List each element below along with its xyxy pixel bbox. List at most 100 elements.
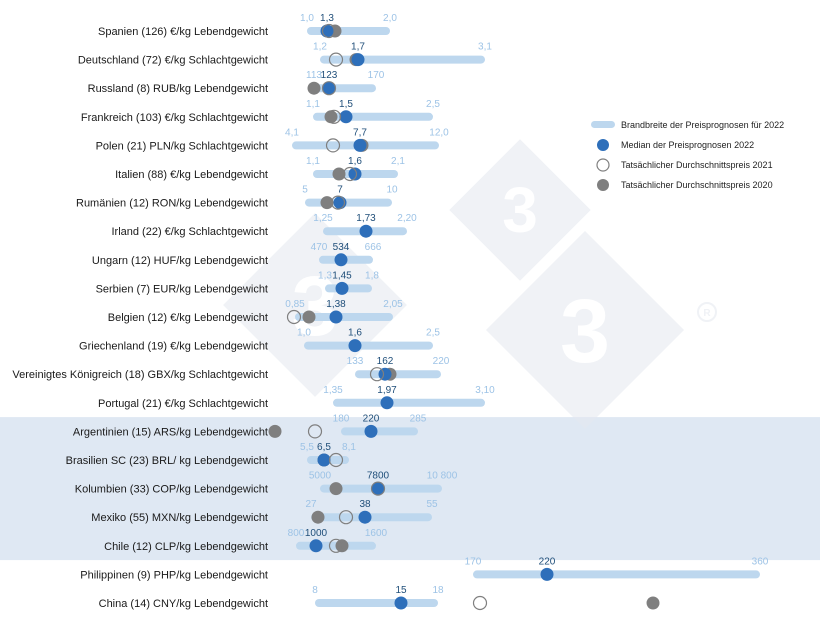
range-min-label: 470 bbox=[311, 242, 328, 253]
actual-2021-marker bbox=[328, 52, 344, 67]
median-label: 38 bbox=[359, 499, 371, 510]
legend-median-marker bbox=[597, 139, 609, 151]
range-min-label: 27 bbox=[305, 499, 317, 510]
median-label: 1,6 bbox=[348, 156, 362, 167]
svg-text:3: 3 bbox=[502, 174, 538, 246]
actual-2020-marker bbox=[324, 110, 338, 124]
range-max-label: 12,0 bbox=[429, 127, 449, 138]
range-min-label: 5000 bbox=[309, 471, 332, 482]
row-label: Mexiko (55) MXN/kg Lebendgewicht bbox=[91, 512, 268, 524]
median-marker bbox=[334, 253, 348, 267]
range-min-label: 800 bbox=[288, 528, 305, 539]
median-label: 1,73 bbox=[356, 213, 376, 224]
legend-range-swatch bbox=[591, 121, 615, 128]
range-max-label: 3,10 bbox=[475, 385, 495, 396]
median-marker bbox=[329, 310, 343, 324]
svg-text:3: 3 bbox=[560, 282, 610, 382]
median-label: 7800 bbox=[367, 471, 390, 482]
range-bar bbox=[307, 27, 390, 35]
median-label: 1000 bbox=[305, 528, 328, 539]
actual-2020-marker bbox=[311, 510, 325, 524]
median-label: 6,5 bbox=[317, 442, 331, 453]
range-min-label: 5 bbox=[302, 185, 308, 196]
row-label: Portugal (21) €/kg Schlachtgewicht bbox=[98, 398, 268, 410]
svg-text:R: R bbox=[703, 308, 711, 319]
range-min-label: 1,0 bbox=[300, 13, 314, 24]
range-min-label: 170 bbox=[465, 556, 482, 567]
row-label: Spanien (126) €/kg Lebendgewicht bbox=[98, 26, 268, 38]
range-min-label: 1,3 bbox=[318, 270, 332, 281]
median-label: 1,3 bbox=[320, 13, 334, 24]
range-max-label: 8,1 bbox=[342, 442, 356, 453]
range-min-label: 180 bbox=[333, 413, 350, 424]
range-max-label: 2,20 bbox=[397, 213, 417, 224]
range-min-label: 4,1 bbox=[285, 127, 299, 138]
median-marker bbox=[335, 281, 349, 295]
range-bar bbox=[333, 398, 485, 407]
median-label: 1,45 bbox=[332, 270, 352, 281]
range-max-label: 170 bbox=[368, 70, 385, 81]
actual-2021-marker bbox=[328, 538, 344, 553]
actual-2021-marker bbox=[369, 367, 385, 382]
range-min-label: 8 bbox=[312, 585, 318, 596]
legend-2021-marker bbox=[596, 158, 610, 172]
median-marker bbox=[317, 453, 331, 467]
range-max-label: 55 bbox=[426, 499, 438, 510]
range-min-label: 1,1 bbox=[306, 99, 320, 110]
median-marker bbox=[348, 339, 362, 353]
range-bar bbox=[341, 427, 418, 436]
actual-2020-marker bbox=[320, 196, 334, 210]
median-marker bbox=[309, 539, 323, 553]
actual-2020-marker bbox=[646, 596, 660, 610]
median-marker bbox=[339, 110, 353, 124]
range-max-label: 10 800 bbox=[427, 471, 458, 482]
median-marker bbox=[540, 567, 554, 581]
actual-2020-marker bbox=[332, 167, 346, 181]
row-label: Serbien (7) EUR/kg Lebendgewicht bbox=[96, 283, 268, 295]
median-label: 1,38 bbox=[326, 299, 346, 310]
median-label: 7 bbox=[337, 185, 343, 196]
row-label: Rumänien (12) RON/kg Lebendgewicht bbox=[76, 198, 268, 210]
range-max-label: 1600 bbox=[365, 528, 388, 539]
actual-2020-marker bbox=[329, 482, 343, 496]
row-label: Irland (22) €/kg Schlachtgewicht bbox=[111, 226, 268, 238]
median-label: 220 bbox=[363, 413, 380, 424]
markers bbox=[268, 23, 660, 611]
row-label: Vereinigtes Königreich (18) GBX/kg Schla… bbox=[12, 369, 268, 381]
row-label: Deutschland (72) €/kg Schlachtgewicht bbox=[78, 55, 268, 67]
range-bar bbox=[320, 55, 485, 64]
row-label: Russland (8) RUB/kg Lebendgewicht bbox=[88, 83, 268, 95]
range-min-label: 113 bbox=[306, 70, 322, 81]
range-max-label: 2,5 bbox=[426, 328, 440, 339]
row-label: Frankreich (103) €/kg Schlachtgewicht bbox=[81, 112, 268, 124]
median-label: 1,97 bbox=[377, 385, 397, 396]
actual-2021-marker bbox=[342, 166, 358, 182]
range-max-label: 10 bbox=[386, 185, 398, 196]
median-marker bbox=[358, 510, 372, 524]
range-max-label: 220 bbox=[433, 356, 450, 367]
range-bar bbox=[304, 341, 433, 350]
row-labels: Spanien (126) €/kg Lebendgewicht Deutschl… bbox=[12, 26, 268, 610]
median-marker bbox=[353, 138, 367, 152]
median-label: 1,6 bbox=[348, 328, 362, 339]
actual-2021-marker bbox=[307, 424, 323, 439]
actual-2021-marker bbox=[330, 195, 346, 210]
median-label: 1,5 bbox=[339, 99, 353, 110]
row-label: Belgien (12) €/kg Lebendgewicht bbox=[108, 312, 268, 324]
median-label: 1,7 bbox=[351, 42, 365, 53]
range-bar bbox=[315, 599, 438, 607]
actual-2021-marker bbox=[325, 138, 341, 153]
median-marker bbox=[364, 424, 378, 438]
actual-2021-marker bbox=[370, 481, 386, 496]
row-label: Ungarn (12) HUF/kg Lebendgewicht bbox=[92, 255, 268, 267]
range-min-label: 133 bbox=[347, 356, 364, 367]
range-min-label: 1,2 bbox=[313, 42, 327, 53]
median-label: 15 bbox=[395, 585, 407, 596]
range-bar bbox=[295, 313, 393, 321]
actual-2020-marker bbox=[302, 310, 316, 324]
range-bar bbox=[305, 198, 392, 207]
actual-2021-marker bbox=[321, 23, 337, 39]
range-bar bbox=[355, 370, 441, 379]
row-label: Chile (12) CLP/kg Lebendgewicht bbox=[104, 541, 268, 553]
